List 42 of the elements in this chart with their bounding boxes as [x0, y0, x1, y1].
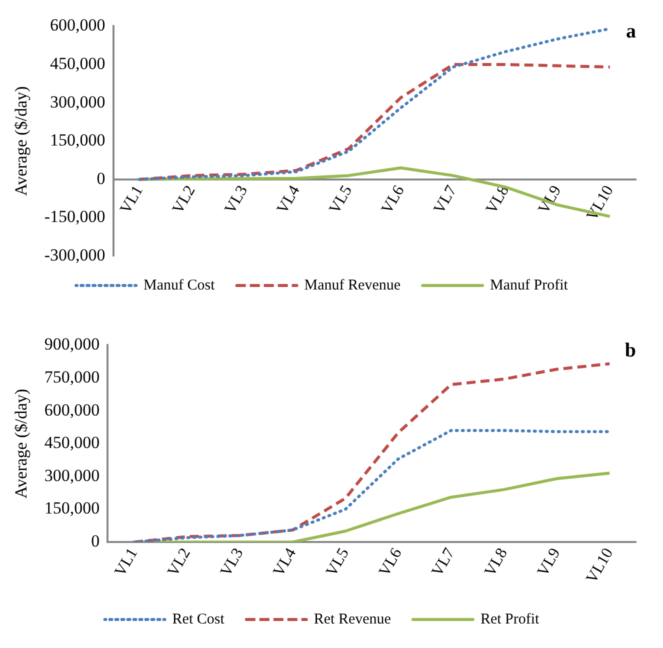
y-tick-label: 900,000 [44, 334, 100, 354]
y-axis-title: Average ($/day) [12, 86, 31, 196]
x-tick-label: VL1 [112, 545, 142, 580]
x-tick-label: VL7 [428, 545, 458, 580]
y-tick-label: 150,000 [44, 498, 100, 518]
x-tick-label: VL3 [217, 545, 247, 580]
x-tick-label: VL4 [274, 182, 304, 217]
y-tick-label: -150,000 [44, 207, 106, 226]
x-tick-label: VL9 [535, 182, 565, 217]
line-series [132, 429, 612, 542]
x-tick-label: VL9 [534, 545, 564, 580]
chart-title: b [624, 339, 636, 362]
y-tick-label: 450,000 [50, 54, 106, 73]
y-tick-label: 300,000 [50, 92, 106, 112]
x-tick-label: VL7 [430, 182, 460, 217]
x-tick-label: VL6 [376, 545, 406, 580]
legend-label: Ret Cost [172, 611, 226, 628]
y-tick-label: 600,000 [50, 16, 106, 35]
y-tick-label: 150,000 [50, 130, 106, 150]
y-tick-label: -300,000 [44, 245, 106, 264]
legend-label: Manuf Profit [490, 277, 569, 294]
y-axis-title: Average ($/day) [12, 388, 31, 498]
y-tick-label: 600,000 [44, 400, 100, 420]
x-tick-label: VL5 [323, 545, 353, 580]
y-tick-label: 750,000 [44, 367, 100, 386]
y-tick-label: 450,000 [44, 433, 100, 452]
x-tick-label: VL2 [169, 182, 199, 217]
x-tick-label: VL2 [164, 545, 194, 580]
legend-label: Ret Revenue [314, 611, 392, 628]
x-tick-label: VL3 [222, 182, 252, 217]
x-tick-label: VL1 [117, 182, 147, 217]
legend-label: Manuf Cost [144, 277, 216, 294]
y-tick-label: 0 [96, 168, 106, 188]
y-tick-label: 0 [91, 532, 100, 551]
chart-title: a [626, 20, 636, 42]
x-tick-label: VL6 [378, 182, 408, 217]
legend-label: Ret Profit [480, 611, 540, 628]
y-tick-label: 300,000 [44, 466, 100, 485]
x-tick-label: VL4 [270, 545, 300, 580]
x-tick-label: VL8 [482, 545, 512, 580]
x-tick-label: VL5 [326, 182, 356, 217]
legend-label: Manuf Revenue [304, 277, 401, 294]
